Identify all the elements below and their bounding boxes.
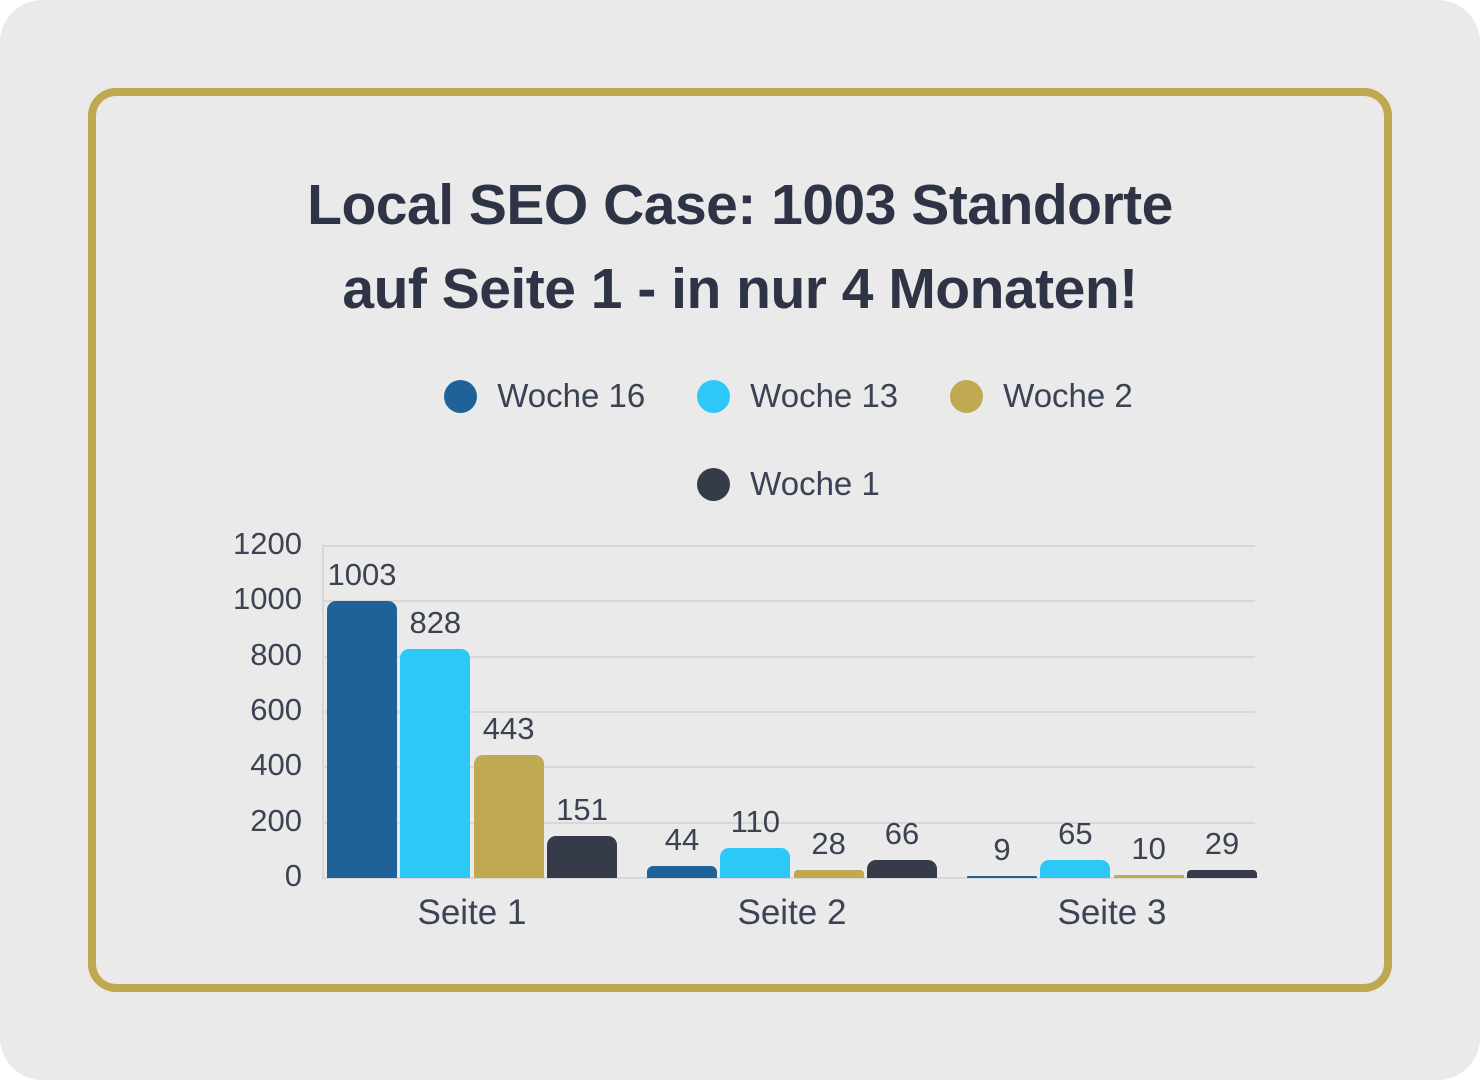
bar-value-label: 9	[993, 831, 1011, 867]
legend-row-1: Woche 16 Woche 13 Woche 2	[322, 374, 1255, 418]
legend-color-dot	[697, 379, 731, 413]
chart-title-line2: auf Seite 1 - in nur 4 Monaten!	[342, 257, 1138, 321]
y-tick-label-600: 600	[250, 692, 302, 727]
gridline-0	[322, 877, 1255, 879]
legend-item-woche-16: Woche 16	[444, 377, 645, 415]
y-tick-label-1000: 1000	[233, 581, 302, 617]
legend-color-dot	[444, 379, 478, 413]
x-category-label-seite-1: Seite 1	[417, 893, 527, 932]
bar-woche-16-seite-3	[967, 875, 1037, 878]
gridline-1000	[322, 600, 1255, 603]
legend-row-2: Woche 1	[322, 462, 1255, 506]
bar-woche-13-seite-3	[1040, 860, 1111, 878]
legend-label: Woche 1	[750, 465, 880, 502]
bar-value-label: 151	[556, 792, 608, 828]
bar-woche-1-seite-1	[546, 836, 617, 878]
bar-woche-1-seite-2	[866, 859, 937, 878]
bar-woche-13-seite-2	[720, 847, 791, 878]
x-category-label-seite-3: Seite 3	[1057, 893, 1167, 932]
chart-title: Local SEO Case: 1003 Standorte auf Seite…	[0, 163, 1480, 331]
x-category-label-seite-2: Seite 2	[737, 893, 847, 932]
bar-value-label: 1003	[327, 556, 397, 592]
legend-label: Woche 16	[497, 377, 646, 414]
y-tick-label-400: 400	[250, 747, 302, 783]
plot-area: 1003 828 443 151 44 110 28 66 9 65 10 29	[322, 545, 1257, 879]
bar-value-label: 28	[811, 826, 846, 862]
gold-border-card	[88, 88, 1392, 992]
gridline-400	[322, 766, 1255, 769]
bar-woche-1-seite-3	[1186, 869, 1257, 878]
legend-item-woche-2: Woche 2	[950, 377, 1133, 415]
bar-woche-13-seite-1	[400, 648, 471, 878]
bar-woche-2-seite-1	[473, 755, 544, 878]
legend-color-dot	[697, 467, 731, 501]
bar-value-label: 44	[664, 821, 700, 857]
gridline-600	[322, 711, 1255, 713]
bar-value-label: 110	[730, 803, 781, 839]
gridline-200	[322, 821, 1255, 824]
legend-color-dot	[950, 379, 984, 413]
bar-woche-2-seite-2	[793, 870, 864, 878]
bar-woche-16-seite-2	[647, 865, 717, 878]
bar-woche-2-seite-3	[1113, 875, 1184, 878]
legend-item-woche-13: Woche 13	[697, 377, 898, 415]
y-tick-label-800: 800	[250, 636, 302, 672]
bar-value-label: 66	[884, 815, 920, 851]
bar-value-label: 29	[1204, 825, 1240, 861]
gridline-800	[322, 655, 1255, 658]
y-tick-label-0: 0	[284, 858, 302, 893]
bar-value-label: 443	[482, 711, 535, 747]
legend-item-woche-1: Woche 1	[697, 465, 880, 503]
bar-value-label: 65	[1058, 816, 1093, 852]
legend-label: Woche 2	[1003, 377, 1133, 414]
bar-value-label: 828	[409, 604, 462, 640]
chart-title-line1: Local SEO Case: 1003 Standorte	[307, 173, 1173, 237]
legend-label: Woche 13	[750, 377, 899, 414]
y-tick-label-200: 200	[250, 802, 302, 838]
gridline-1200	[322, 545, 1255, 547]
bar-woche-16-seite-1	[327, 600, 397, 878]
bar-value-label: 10	[1131, 831, 1166, 867]
y-tick-label-1200: 1200	[233, 526, 302, 561]
